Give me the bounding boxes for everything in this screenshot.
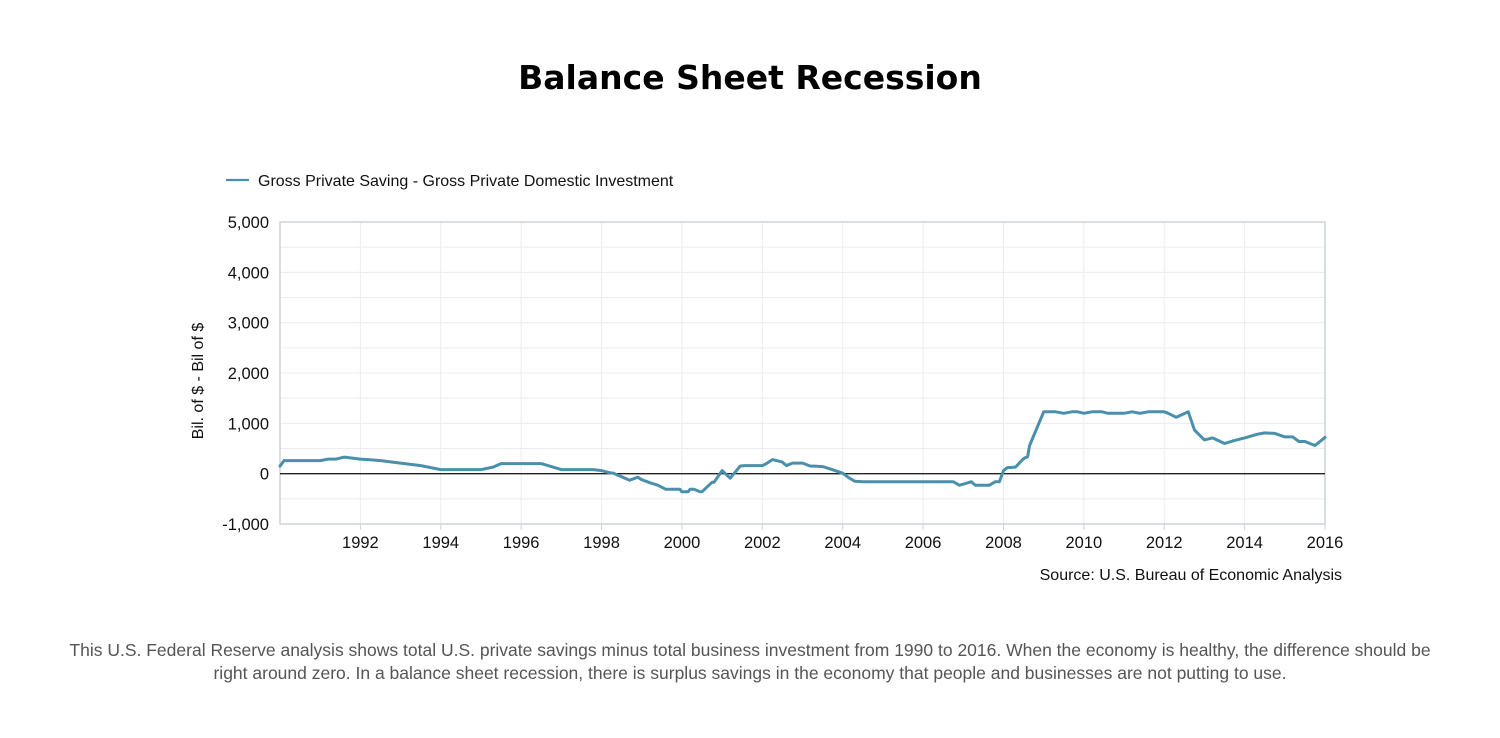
source-note: Source: U.S. Bureau of Economic Analysis [1039, 567, 1342, 584]
x-tick-label: 1994 [422, 534, 459, 552]
y-tick-label: 5,000 [228, 214, 269, 232]
y-tick-label: 2,000 [228, 365, 269, 383]
x-tick-label: 2008 [985, 534, 1022, 552]
legend-label: Gross Private Saving - Gross Private Dom… [258, 173, 674, 190]
x-tick-label: 2000 [664, 534, 701, 552]
y-tick-label: 1,000 [228, 415, 269, 433]
y-tick-label: 3,000 [228, 315, 269, 333]
x-tick-label: 1992 [342, 534, 379, 552]
y-tick-label: 4,000 [228, 264, 269, 282]
x-tick-label: 2012 [1146, 534, 1183, 552]
x-tick-label: 2014 [1226, 534, 1263, 552]
chart-caption: This U.S. Federal Reserve analysis shows… [69, 640, 1431, 683]
x-tick-label: 1998 [583, 534, 620, 552]
series-group [278, 410, 1327, 494]
x-tick-label: 1996 [503, 534, 540, 552]
x-tick-label: 2004 [824, 534, 861, 552]
x-tick-label: 2010 [1065, 534, 1102, 552]
plot-frame [279, 221, 1326, 525]
y-axis-label: Bil. of $ - Bil of $ [190, 323, 207, 440]
chart-title: Balance Sheet Recession [518, 58, 982, 97]
x-tick-label: 2016 [1307, 534, 1344, 552]
x-tick-label: 2002 [744, 534, 781, 552]
legend: Gross Private Saving - Gross Private Dom… [226, 173, 674, 190]
series-line [278, 410, 1327, 494]
y-tick-label: -1,000 [222, 516, 269, 534]
axes: -1,000 0 1,000 2,000 3,000 4,000 5,000 1992 1994… [190, 214, 1343, 552]
x-tick-label: 2006 [905, 534, 942, 552]
y-tick-label: 0 [260, 466, 269, 484]
grid [280, 222, 1325, 524]
